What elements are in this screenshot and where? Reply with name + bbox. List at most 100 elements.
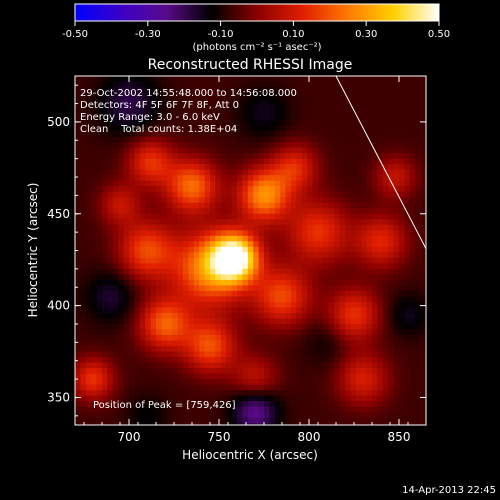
heatmap-cell [188, 186, 195, 193]
heatmap-cell [361, 257, 368, 264]
heatmap-cell [415, 180, 422, 187]
heatmap-cell [415, 417, 422, 424]
heatmap-cell [355, 329, 362, 336]
heatmap-cell [291, 257, 297, 264]
heatmap-cell [339, 312, 346, 320]
heatmap-cell [242, 191, 249, 198]
heatmap-cell [193, 202, 200, 209]
heatmap-cell [150, 417, 157, 424]
heatmap-cell [161, 318, 168, 325]
heatmap-cell [220, 362, 227, 369]
heatmap-cell [112, 202, 119, 209]
heatmap-cell [269, 98, 276, 105]
heatmap-cell [80, 235, 87, 242]
heatmap-cell [129, 241, 135, 248]
heatmap-cell [291, 131, 297, 138]
heatmap-cell [312, 368, 319, 375]
heatmap-cell [188, 103, 195, 110]
heatmap-cell [139, 334, 146, 342]
heatmap-cell [296, 213, 303, 220]
heatmap-cell [123, 153, 130, 160]
heatmap-cell [404, 92, 411, 99]
heatmap-cell [350, 241, 357, 248]
heatmap-cell [291, 395, 297, 402]
heatmap-cell [393, 109, 400, 116]
heatmap-cell [404, 87, 411, 94]
heatmap-cell [247, 340, 254, 347]
heatmap-cell [112, 423, 119, 425]
heatmap-cell [323, 257, 330, 264]
heatmap-cell [291, 346, 297, 353]
heatmap-cell [220, 224, 227, 231]
heatmap-cell [274, 202, 281, 209]
heatmap-cell [118, 202, 125, 209]
heatmap-cell [161, 268, 168, 275]
heatmap-cell [404, 125, 411, 132]
heatmap-cell [388, 153, 395, 160]
heatmap-cell [220, 274, 227, 281]
heatmap-cell [102, 202, 108, 209]
heatmap-cell [226, 279, 233, 286]
heatmap-cell [361, 379, 368, 386]
heatmap-cell [301, 351, 308, 358]
heatmap-cell [420, 125, 426, 132]
heatmap-cell [269, 147, 276, 154]
heatmap-cell [377, 423, 384, 425]
heatmap-cell [307, 136, 314, 143]
heatmap-cell [301, 81, 308, 88]
heatmap-cell [161, 142, 168, 149]
heatmap-cell [96, 213, 103, 220]
heatmap-cell [247, 219, 254, 226]
heatmap-cell [409, 120, 416, 127]
heatmap-cell [199, 412, 206, 419]
heatmap-cell [366, 290, 373, 298]
heatmap-cell [339, 197, 346, 204]
heatmap-cell [204, 368, 211, 375]
heatmap-cell [296, 346, 303, 353]
heatmap-cell [199, 98, 206, 105]
heatmap-cell [301, 329, 308, 336]
heatmap-cell [264, 274, 270, 281]
heatmap-cell [118, 87, 125, 94]
heatmap-cell [350, 285, 357, 292]
heatmap-cell [237, 268, 243, 275]
heatmap-cell [307, 180, 314, 187]
heatmap-cell [355, 263, 362, 270]
heatmap-cell [285, 197, 292, 204]
heatmap-cell [204, 373, 211, 380]
heatmap-cell [210, 307, 216, 314]
x-tick-label: 750 [208, 430, 231, 444]
heatmap-cell [318, 307, 324, 314]
heatmap-cell [220, 390, 227, 397]
heatmap-cell [328, 417, 335, 424]
heatmap-cell [231, 368, 238, 375]
heatmap-cell [129, 164, 135, 171]
heatmap-cell [166, 307, 173, 314]
heatmap-cell [269, 252, 276, 259]
heatmap-cell [150, 379, 157, 386]
heatmap-cell [274, 246, 281, 253]
heatmap-cell [393, 412, 400, 419]
heatmap-cell [377, 120, 384, 127]
heatmap-cell [112, 346, 119, 353]
heatmap-cell [172, 340, 179, 347]
heatmap-cell [91, 390, 98, 397]
heatmap-cell [285, 191, 292, 198]
heatmap-cell [85, 290, 92, 298]
heatmap-cell [161, 120, 168, 127]
heatmap-cell [415, 340, 422, 347]
heatmap-cell [96, 191, 103, 198]
heatmap-cell [334, 268, 341, 275]
heatmap-cell [323, 296, 330, 303]
heatmap-cell [291, 208, 297, 215]
heatmap-cell [145, 246, 152, 253]
heatmap-cell [204, 357, 211, 364]
heatmap-cell [328, 202, 335, 209]
heatmap-cell [166, 368, 173, 375]
heatmap-cell [393, 279, 400, 286]
heatmap-cell [75, 241, 81, 248]
heatmap-cell [323, 279, 330, 286]
heatmap-cell [242, 246, 249, 253]
heatmap-cell [80, 268, 87, 275]
heatmap-cell [226, 362, 233, 369]
